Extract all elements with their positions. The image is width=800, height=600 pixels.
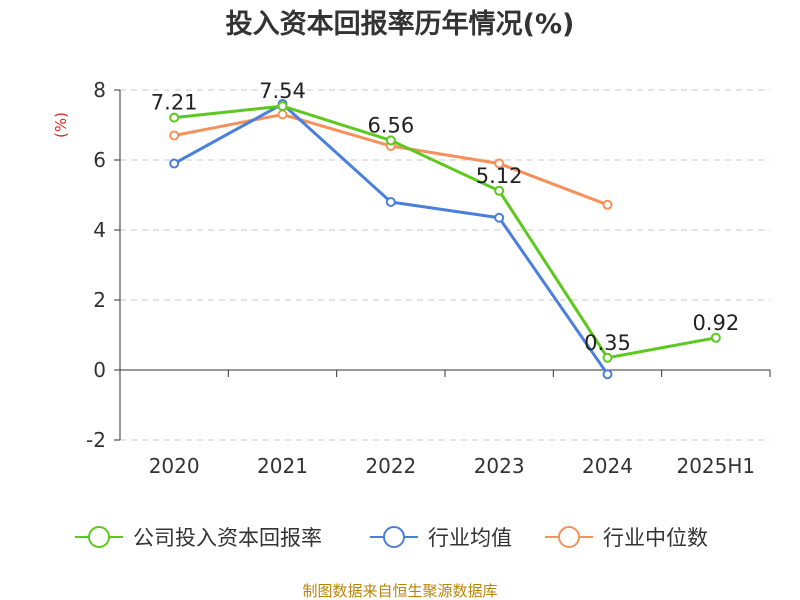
gridlines [120,89,770,441]
legend-item-1[interactable]: 行业均值 [370,526,512,550]
y-tick-label: 6 [93,148,106,172]
series-line-0 [174,104,717,360]
series-0-point[interactable] [494,185,505,196]
legend-label: 行业中位数 [603,526,708,550]
legend-swatch-marker [558,526,580,548]
series-0-point[interactable] [169,112,180,123]
x-tick-label: 2025H1 [676,454,755,478]
legend-label: 行业均值 [428,526,512,550]
data-labels: 7.21 7.54 6.56 5.12 0.35 0.92 [151,79,739,355]
series-2-point[interactable] [169,130,180,141]
data-label: 0.92 [692,311,739,335]
series-0-point[interactable] [602,352,613,363]
legend-item-0[interactable]: 公司投入资本回报率 [75,526,322,550]
series-1-point[interactable] [602,369,613,380]
series-2-point[interactable] [602,199,613,210]
data-label: 7.21 [151,91,198,115]
series-2-point[interactable] [494,158,505,169]
x-tick-label: 2021 [257,454,308,478]
y-tick-label: 4 [93,218,106,242]
axes: 8 6 4 2 0 -2 2020 2021 2022 2023 2024 2025H1 [86,78,771,478]
y-tick-label: -2 [86,428,106,452]
series-1-point[interactable] [494,212,505,223]
data-label: 7.54 [259,79,306,103]
chart-title: 投入资本回报率历年情况(%) [226,8,575,40]
series-0-point[interactable] [385,135,396,146]
y-tick-label: 2 [93,288,106,312]
x-tick-label: 2020 [149,454,200,478]
y-axis-unit: (%) [52,112,70,138]
x-tick-label: 2024 [582,454,633,478]
data-label: 0.35 [584,331,631,355]
series-lines [169,99,721,380]
data-label: 5.12 [476,164,523,188]
series-1-point[interactable] [385,197,396,207]
legend-swatch-marker [88,526,110,548]
y-tick-label: 8 [93,78,106,102]
series-0-point[interactable] [277,101,288,112]
series-1-point[interactable] [169,158,180,169]
x-tick-label: 2022 [365,454,416,478]
data-source-note: 制图数据来自恒生聚源数据库 [302,582,497,600]
legend[interactable]: 公司投入资本回报率 行业均值 行业中位数 [75,526,708,550]
series-0-point[interactable] [710,332,721,343]
legend-swatch-marker [383,526,405,548]
legend-label: 公司投入资本回报率 [133,526,322,550]
y-tick-label: 0 [93,358,106,382]
series-2-point[interactable] [277,109,288,120]
x-tick-label: 2023 [474,454,525,478]
legend-item-2[interactable]: 行业中位数 [545,526,708,550]
data-label: 6.56 [367,113,414,137]
